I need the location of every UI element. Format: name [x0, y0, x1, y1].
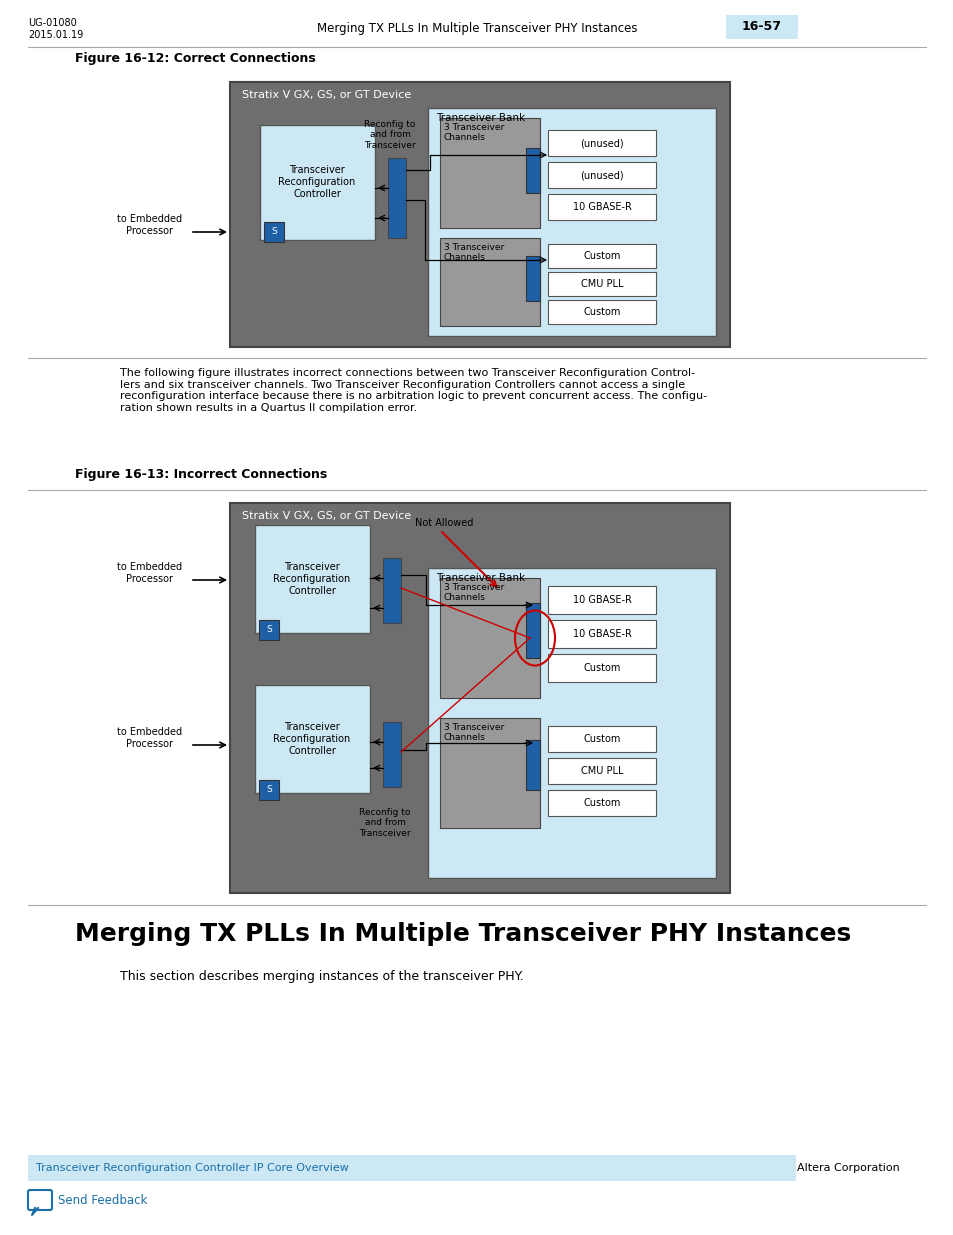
Bar: [28, 1155, 795, 1181]
Text: Reconfig to
and from
Transceiver: Reconfig to and from Transceiver: [359, 808, 411, 837]
Text: CMU PLL: CMU PLL: [580, 766, 622, 776]
Bar: [388, 158, 406, 238]
Text: Transceiver Reconfiguration Controller IP Core Overview: Transceiver Reconfiguration Controller I…: [36, 1163, 349, 1173]
Text: 3 Transceiver
Channels: 3 Transceiver Channels: [443, 243, 504, 262]
Text: The following figure illustrates incorrect connections between two Transceiver R: The following figure illustrates incorre…: [120, 368, 706, 412]
Text: 3 Transceiver
Channels: 3 Transceiver Channels: [443, 722, 504, 742]
Text: S: S: [266, 785, 272, 794]
Bar: [258, 781, 278, 800]
Bar: [439, 718, 539, 827]
Text: 10 GBASE-R: 10 GBASE-R: [572, 203, 631, 212]
Text: Not Allowed: Not Allowed: [415, 517, 473, 529]
Bar: [439, 578, 539, 698]
Bar: [547, 162, 656, 188]
Text: (unused): (unused): [579, 138, 623, 148]
Text: Custom: Custom: [582, 798, 620, 808]
Bar: [428, 107, 716, 336]
Bar: [382, 722, 400, 787]
Bar: [254, 685, 370, 793]
Bar: [230, 82, 729, 347]
Bar: [525, 256, 539, 301]
Text: Transceiver Bank: Transceiver Bank: [436, 573, 524, 583]
Bar: [439, 119, 539, 228]
Bar: [547, 726, 656, 752]
Bar: [264, 222, 284, 242]
Text: S: S: [266, 625, 272, 635]
Bar: [547, 585, 656, 614]
Text: Figure 16-12: Correct Connections: Figure 16-12: Correct Connections: [75, 52, 315, 65]
Text: (unused): (unused): [579, 170, 623, 180]
Bar: [525, 603, 539, 658]
Bar: [547, 758, 656, 784]
Bar: [547, 300, 656, 324]
Text: Custom: Custom: [582, 308, 620, 317]
Text: Transceiver
Reconfiguration
Controller: Transceiver Reconfiguration Controller: [278, 165, 355, 199]
Text: 3 Transceiver
Channels: 3 Transceiver Channels: [443, 124, 504, 142]
Text: Transceiver
Reconfiguration
Controller: Transceiver Reconfiguration Controller: [274, 722, 351, 756]
Bar: [525, 740, 539, 790]
Text: CMU PLL: CMU PLL: [580, 279, 622, 289]
Bar: [547, 130, 656, 156]
Text: Transceiver Bank: Transceiver Bank: [436, 112, 524, 124]
Text: 16-57: 16-57: [741, 21, 781, 33]
Bar: [260, 125, 375, 240]
Bar: [254, 525, 370, 634]
Text: Custom: Custom: [582, 663, 620, 673]
Text: Stratix V GX, GS, or GT Device: Stratix V GX, GS, or GT Device: [242, 511, 411, 521]
Bar: [547, 194, 656, 220]
Text: Transceiver
Reconfiguration
Controller: Transceiver Reconfiguration Controller: [274, 562, 351, 595]
Text: Reconfig to
and from
Transceiver: Reconfig to and from Transceiver: [364, 120, 416, 149]
Text: Merging TX PLLs In Multiple Transceiver PHY Instances: Merging TX PLLs In Multiple Transceiver …: [316, 22, 637, 35]
Text: 3 Transceiver
Channels: 3 Transceiver Channels: [443, 583, 504, 603]
Text: Altera Corporation: Altera Corporation: [797, 1163, 899, 1173]
Bar: [525, 148, 539, 193]
Bar: [230, 503, 729, 893]
Text: Send Feedback: Send Feedback: [58, 1193, 147, 1207]
Bar: [725, 15, 797, 40]
Bar: [439, 238, 539, 326]
Text: Merging TX PLLs In Multiple Transceiver PHY Instances: Merging TX PLLs In Multiple Transceiver …: [75, 923, 850, 946]
Text: Custom: Custom: [582, 734, 620, 743]
Bar: [258, 620, 278, 640]
Text: 10 GBASE-R: 10 GBASE-R: [572, 595, 631, 605]
Bar: [382, 558, 400, 622]
Text: S: S: [271, 227, 276, 236]
Bar: [547, 790, 656, 816]
Text: UG-01080
2015.01.19: UG-01080 2015.01.19: [28, 19, 83, 40]
Text: to Embedded
Processor: to Embedded Processor: [117, 562, 182, 584]
Text: Figure 16-13: Incorrect Connections: Figure 16-13: Incorrect Connections: [75, 468, 327, 480]
Text: 10 GBASE-R: 10 GBASE-R: [572, 629, 631, 638]
Text: Custom: Custom: [582, 251, 620, 261]
Bar: [547, 655, 656, 682]
Text: Stratix V GX, GS, or GT Device: Stratix V GX, GS, or GT Device: [242, 90, 411, 100]
Text: to Embedded
Processor: to Embedded Processor: [117, 727, 182, 748]
Bar: [547, 245, 656, 268]
Bar: [547, 272, 656, 296]
Text: This section describes merging instances of the transceiver PHY.: This section describes merging instances…: [120, 969, 523, 983]
Bar: [547, 620, 656, 648]
Bar: [428, 568, 716, 878]
Text: to Embedded
Processor: to Embedded Processor: [117, 214, 182, 236]
